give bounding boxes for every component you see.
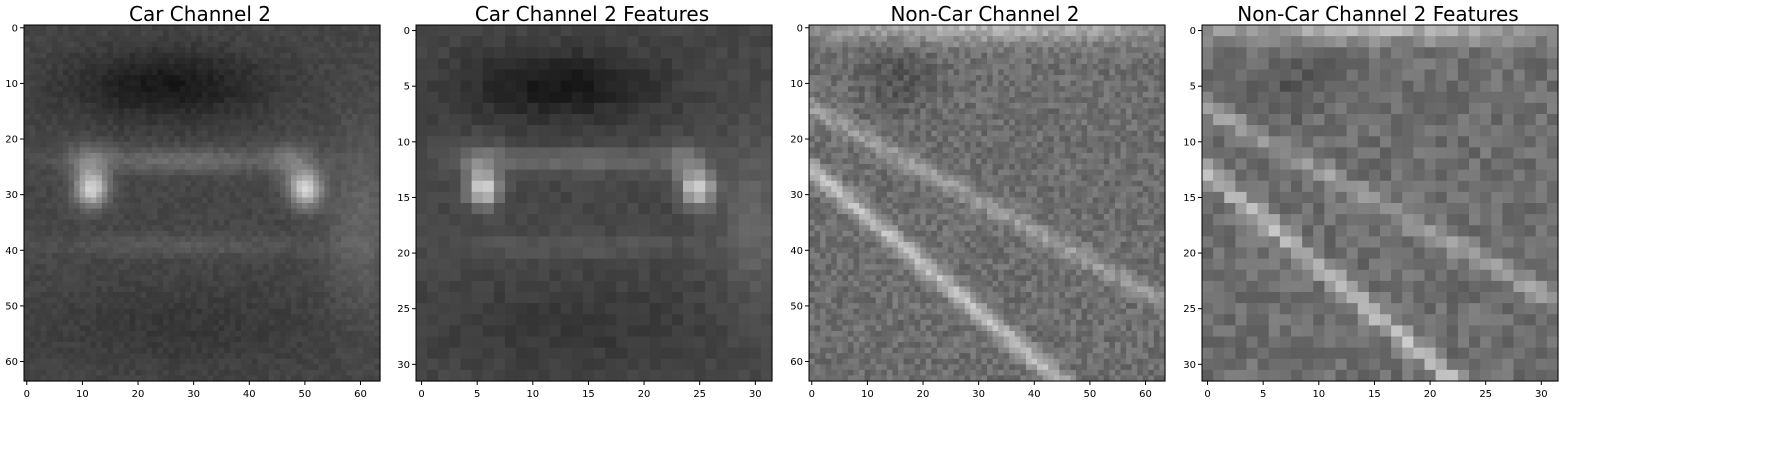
y-tick-label: 60 <box>5 357 18 368</box>
x-tick-label: 0 <box>24 389 30 400</box>
y-tick-label: 10 <box>397 137 410 148</box>
x-tick-label: 0 <box>1204 389 1210 400</box>
image-pixels <box>416 25 773 382</box>
y-tick-label: 10 <box>1183 137 1196 148</box>
x-tick-label: 15 <box>1368 389 1381 400</box>
image-pixels <box>24 25 381 382</box>
x-tick-label: 30 <box>187 389 200 400</box>
x-tick-label: 10 <box>526 389 539 400</box>
image-axes: 0 0 5 5 10 10 15 15 20 20 25 25 30 30 <box>1183 24 1559 400</box>
y-tick-label: 0 <box>1190 26 1196 37</box>
y-tick-label: 60 <box>790 357 803 368</box>
y-tick-label: 20 <box>397 249 410 260</box>
x-tick-label: 20 <box>132 389 145 400</box>
y-tick-label: 15 <box>397 193 410 204</box>
image-axes: 0 0 5 5 10 10 15 15 20 20 25 25 30 30 <box>397 24 773 400</box>
y-tick-label: 15 <box>1183 193 1196 204</box>
panel-noncar-channel: Non-Car Channel 2 0 0 10 10 20 20 30 30 40 40 50 50… <box>785 0 1177 452</box>
x-tick-label: 40 <box>243 389 256 400</box>
image-pixels <box>809 25 1166 382</box>
y-tick-label: 50 <box>5 301 18 312</box>
panel-title: Non-Car Channel 2 Features <box>1237 2 1519 26</box>
x-tick-label: 25 <box>693 389 706 400</box>
x-tick-label: 0 <box>418 389 424 400</box>
x-tick-label: 20 <box>1424 389 1437 400</box>
y-tick-label: 25 <box>1183 304 1196 315</box>
x-tick-label: 5 <box>1260 389 1266 400</box>
y-tick-label: 50 <box>790 301 803 312</box>
y-tick-label: 30 <box>1183 360 1196 371</box>
axes-frame <box>415 24 773 382</box>
y-tick-label: 0 <box>12 23 18 34</box>
image-axes: 0 0 10 10 20 20 30 30 40 40 50 50 60 60 <box>5 23 381 400</box>
x-tick-label: 15 <box>582 389 595 400</box>
x-tick-label: 10 <box>76 389 89 400</box>
panel-title: Non-Car Channel 2 <box>890 2 1080 26</box>
x-tick-label: 30 <box>1535 389 1548 400</box>
y-tick-label: 20 <box>1183 249 1196 260</box>
x-tick-label: 60 <box>354 389 367 400</box>
y-tick-label: 0 <box>797 23 803 34</box>
y-tick-label: 10 <box>790 79 803 90</box>
x-tick-label: 5 <box>474 389 480 400</box>
panel-noncar-channel-features: Non-Car Channel 2 Features 0 0 5 5 10 10 15 15 2… <box>1178 0 1570 452</box>
x-tick-label: 50 <box>1084 389 1097 400</box>
y-tick-label: 20 <box>5 135 18 146</box>
axes-frame <box>23 24 381 382</box>
x-tick-label: 60 <box>1139 389 1152 400</box>
panel-car-channel: Car Channel 2 0 0 10 10 20 20 30 30 40 40 50 50 60 60 <box>0 0 392 452</box>
y-tick-label: 40 <box>790 246 803 257</box>
x-tick-label: 25 <box>1479 389 1492 400</box>
y-tick-label: 30 <box>397 360 410 371</box>
panel-title: Car Channel 2 <box>129 2 271 26</box>
panel-title: Car Channel 2 Features <box>474 2 710 26</box>
x-tick-label: 20 <box>917 389 930 400</box>
y-tick-label: 40 <box>5 246 18 257</box>
image-pixels <box>1202 25 1559 382</box>
y-tick-label: 5 <box>404 82 410 93</box>
axes-frame <box>808 24 1166 382</box>
y-tick-label: 20 <box>790 135 803 146</box>
y-tick-label: 30 <box>5 190 18 201</box>
x-tick-label: 30 <box>972 389 985 400</box>
x-tick-label: 10 <box>1312 389 1325 400</box>
x-tick-label: 0 <box>809 389 815 400</box>
x-tick-label: 10 <box>861 389 874 400</box>
y-tick-label: 0 <box>404 26 410 37</box>
x-tick-label: 20 <box>638 389 651 400</box>
y-tick-label: 25 <box>397 304 410 315</box>
axes-frame <box>1201 24 1559 382</box>
x-tick-label: 30 <box>749 389 762 400</box>
y-tick-label: 10 <box>5 79 18 90</box>
panel-car-channel-features: Car Channel 2 Features 0 0 5 5 10 10 15 15 20 20 2… <box>392 0 784 452</box>
image-axes: 0 0 10 10 20 20 30 30 40 40 50 50 60 60 <box>790 23 1166 400</box>
x-tick-label: 40 <box>1028 389 1041 400</box>
x-tick-label: 50 <box>299 389 312 400</box>
y-tick-label: 30 <box>790 190 803 201</box>
y-tick-label: 5 <box>1190 82 1196 93</box>
